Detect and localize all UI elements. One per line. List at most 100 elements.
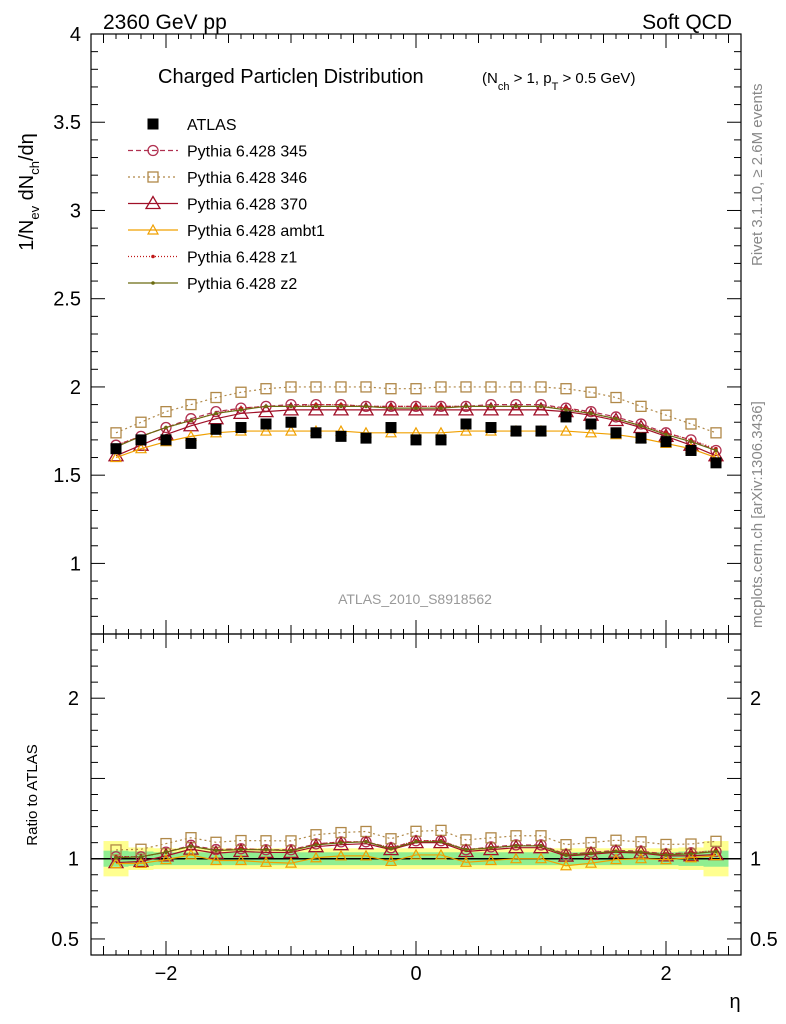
z2-marker: [339, 404, 343, 409]
ambt1-ratio-marker: [259, 856, 273, 867]
ambt1-marker: [109, 451, 123, 463]
p346-marker: [210, 391, 222, 404]
y-tick-label: 1.5: [53, 465, 81, 487]
series-layer: [107, 381, 725, 871]
ambt1-ratio-marker: [209, 854, 223, 866]
p346-marker: [460, 381, 472, 393]
ambt1-marker: [584, 426, 598, 438]
z2-ratio-marker: [639, 850, 643, 854]
ambt1-marker: [284, 424, 298, 436]
p370-ratio-marker: [157, 847, 175, 862]
z2-ratio-marker: [114, 855, 118, 860]
p370-marker: [207, 410, 225, 425]
z2-ratio-marker: [239, 847, 243, 852]
atlas-marker: [410, 434, 422, 446]
p370-marker: [532, 401, 550, 416]
z2-ratio-marker: [539, 844, 543, 848]
atlas-marker: [560, 411, 572, 423]
z2-ratio-marker: [264, 847, 268, 852]
svg-text:(Nch > 1, pT > 0.5 GeV): (Nch > 1, pT > 0.5 GeV): [482, 70, 635, 93]
z2-marker: [564, 408, 568, 412]
atlas-marker: [285, 416, 297, 428]
p346-marker: [335, 381, 347, 393]
z2-ratio-marker: [139, 855, 143, 859]
atlas-marker: [360, 432, 372, 444]
ambt1-ratio-marker: [684, 851, 698, 863]
y-tick-label: 2.5: [53, 289, 81, 311]
p370-ratio-marker: [682, 847, 700, 862]
p370-marker: [257, 403, 275, 418]
z2-ratio-marker: [714, 849, 718, 854]
svg-text:1/Nev dNch/dη: 1/Nev dNch/dη: [16, 133, 42, 251]
ratio-y-tick-label: 2: [68, 688, 79, 710]
legend-label: Pythia 6.428 370: [187, 197, 307, 214]
p345-marker: [585, 405, 597, 418]
y-tick-label: 2: [70, 377, 81, 399]
legend-marker: [147, 118, 159, 130]
z2-marker: [664, 432, 668, 437]
ambt1-ratio-marker: [134, 857, 148, 869]
legend-label: Pythia 6.428 ambt1: [187, 223, 325, 240]
atlas-marker: [585, 418, 597, 430]
z2-ratio-marker: [664, 853, 668, 857]
p346-marker: [310, 381, 322, 393]
p346-marker: [635, 400, 647, 413]
legend-marker: [151, 281, 155, 285]
p346-marker: [510, 381, 522, 393]
ambt1-ratio-marker: [334, 849, 348, 861]
z2-ratio-marker: [364, 840, 368, 844]
z2-ratio-marker: [289, 848, 293, 853]
ambt1-ratio-marker: [634, 852, 648, 864]
z2-marker: [464, 404, 468, 409]
ambt1-ratio-marker: [709, 849, 723, 861]
ambt1-marker: [134, 442, 148, 454]
p345-marker: [160, 421, 172, 434]
p370-marker: [507, 401, 525, 416]
main-y-label: 1/Nev dNch/dη: [16, 133, 42, 251]
ambt1-ratio-marker: [184, 848, 198, 860]
header-left: 2360 GeV pp: [103, 11, 227, 34]
p370-marker: [332, 401, 350, 416]
ratio-y-tick-label: 0.5: [51, 929, 79, 951]
p346-line: [115, 386, 717, 434]
z2-marker: [439, 406, 443, 410]
atlas-marker: [635, 432, 647, 444]
mcplots-label: mcplots.cern.ch [arXiv:1306.3436]: [749, 401, 766, 628]
p346-marker: [710, 427, 722, 439]
ambt1-ratio-marker: [459, 856, 473, 867]
ambt1-ratio-marker: [109, 857, 123, 869]
x-axis-label: η: [729, 991, 740, 1013]
p370-marker: [407, 401, 425, 416]
z2-ratio-marker: [339, 841, 343, 845]
atlas-marker: [260, 418, 272, 430]
legend-marker: [144, 195, 162, 210]
ambt1-marker: [459, 424, 473, 436]
p346-marker: [560, 383, 572, 395]
legend-item-p346: Pythia 6.428 346: [128, 170, 307, 187]
legend-item-z2: Pythia 6.428 z2: [128, 276, 297, 293]
z2-marker: [364, 404, 368, 409]
legend-label: Pythia 6.428 z1: [187, 250, 297, 267]
ratio-frame: [90, 633, 742, 956]
p370-ratio-marker: [132, 853, 150, 868]
z2-marker: [589, 411, 593, 416]
p370-marker: [232, 405, 250, 420]
ambt1-ratio-line: [115, 854, 717, 867]
atlas-marker: [610, 427, 622, 439]
z2-marker: [214, 411, 218, 416]
atlas-marker: [185, 437, 197, 449]
legend-item-p370: Pythia 6.428 370: [128, 195, 307, 214]
z2-marker: [689, 439, 693, 444]
ambt1-ratio-marker: [559, 859, 573, 871]
p346-ratio-line: [115, 829, 717, 851]
p346-marker: [360, 381, 372, 393]
p346-marker: [260, 383, 272, 395]
z2-marker: [489, 404, 493, 409]
atlas-marker: [510, 425, 522, 437]
p346-marker: [235, 386, 247, 398]
p346-marker: [435, 381, 447, 393]
main-title: Charged Particleη Distribution (Nch > 1,…: [158, 66, 635, 93]
x-tick-label: −2: [155, 963, 178, 985]
z2-ratio-marker: [164, 850, 168, 854]
